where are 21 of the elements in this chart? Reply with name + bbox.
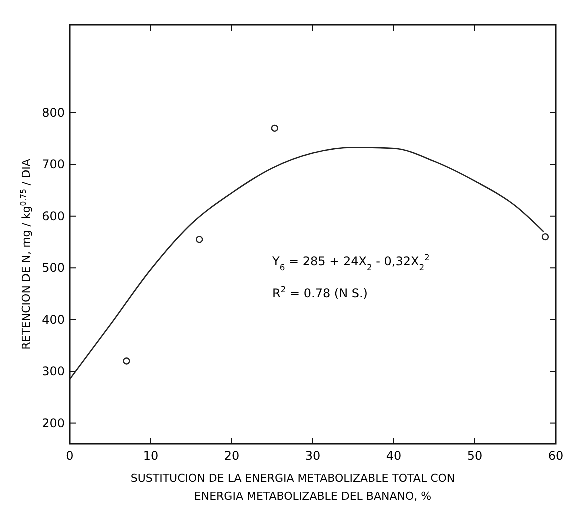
y-tick-label: 600 [42,209,65,224]
point [196,236,204,244]
x-tick-label: 60 [548,449,564,463]
x-axis-title: SUSTITUCION DE LA ENERGIA METABOLIZABLE TOTAL CON ENERGIA METABOLIZABLE DEL BANANO, % [130,472,456,503]
y-tick-label: 300 [42,364,65,379]
x-tick-label: 40 [386,449,402,463]
y-tick-label: 400 [42,312,65,327]
x-tick-label: 50 [467,449,483,463]
point [542,233,550,241]
y-tick-label: 200 [42,416,65,430]
x-tick-label: 20 [224,449,240,463]
point [271,124,279,132]
y-tick-label: 700 [42,158,65,172]
y-tick-label: 800 [42,106,65,120]
x-tick-label: 30 [305,449,321,463]
y-tick-label: 500 [42,261,65,276]
point [123,358,130,365]
x-tick-label: 0 [66,449,74,463]
x-tick-label: 10 [143,449,159,463]
line-series [69,146,544,380]
annotation: R$^{2}$ = 0.78 (N S.) [272,284,368,301]
